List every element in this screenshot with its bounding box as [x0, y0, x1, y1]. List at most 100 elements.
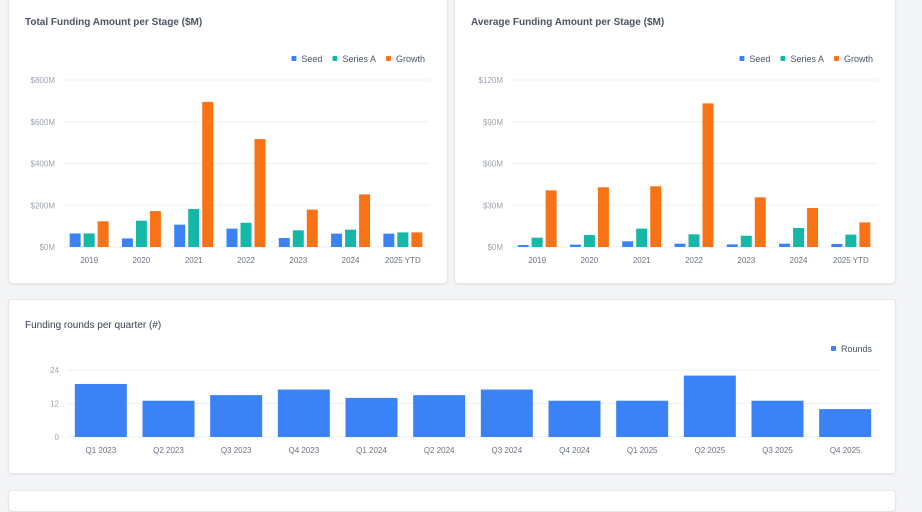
bar-series-a	[83, 233, 95, 247]
legend-swatch	[833, 56, 839, 61]
y-tick-label: $400M	[31, 160, 56, 169]
bar-series-a	[740, 235, 752, 247]
x-tick-label: 2025 YTD	[385, 256, 421, 265]
total-funding-chart: $0M $200M $400M $600M $800M 2019 2020 2021 2022 2…	[31, 54, 429, 265]
bar-seed	[726, 244, 738, 247]
x-tick-label: 2023	[737, 256, 755, 265]
bar-growth	[807, 208, 819, 247]
bar-growth	[359, 194, 371, 247]
funding-rounds-card: Funding rounds per quarter (#) 0 12 24 Q1 2…	[8, 299, 896, 474]
bar-seed	[674, 243, 686, 247]
x-tick-label: Q4 2025	[830, 446, 861, 455]
x-tick-label: Q3 2025	[762, 446, 793, 455]
bar-series-a	[688, 234, 700, 247]
y-tick-label: 12	[50, 400, 59, 409]
x-tick-label: 2023	[289, 256, 307, 265]
bar-rounds	[74, 383, 127, 437]
x-tick-label: Q1 2023	[85, 446, 116, 455]
x-tick-label: 2021	[633, 256, 651, 265]
bar-seed	[121, 238, 133, 247]
x-tick-label: 2025 YTD	[833, 256, 869, 265]
bar-growth	[650, 186, 662, 247]
x-tick-label: 2021	[185, 256, 203, 265]
bar-seed	[383, 233, 395, 247]
legend-swatch	[291, 56, 297, 61]
x-tick-label: 2020	[581, 256, 599, 265]
x-tick-label: Q3 2023	[221, 446, 252, 455]
bar-series-a	[583, 235, 595, 247]
bar-rounds	[683, 375, 736, 437]
bar-growth	[702, 103, 714, 247]
bar-rounds	[819, 409, 872, 437]
legend-swatch	[830, 346, 836, 351]
legend-label: Growth	[396, 54, 425, 64]
bar-growth	[149, 211, 161, 247]
funding-rounds-chart: 0 12 24 Q1 2023 Q2 2023 Q3 2023 Q4 2023 Q1 2024…	[50, 344, 879, 455]
x-tick-label: Q2 2025	[694, 446, 725, 455]
bar-growth	[254, 139, 266, 247]
bar-series-a	[397, 232, 409, 247]
x-tick-label: Q2 2024	[424, 446, 455, 455]
y-tick-label: 0	[55, 433, 60, 442]
bar-seed	[174, 224, 186, 247]
x-tick-label: Q4 2023	[288, 446, 319, 455]
bar-series-a	[793, 227, 805, 247]
x-tick-label: 2024	[790, 256, 808, 265]
legend-label: Growth	[844, 54, 873, 64]
bar-rounds	[616, 400, 669, 437]
bar-rounds	[548, 400, 601, 437]
bar-series-a	[531, 237, 543, 247]
legend-label: Seed	[301, 54, 322, 64]
bar-series-a	[845, 234, 857, 247]
legend-swatch	[780, 56, 786, 61]
bar-growth	[202, 101, 214, 247]
y-tick-label: $800M	[31, 76, 56, 85]
y-tick-label: 24	[50, 366, 59, 375]
x-tick-label: 2020	[133, 256, 151, 265]
chart-title: Funding rounds per quarter (#)	[25, 320, 162, 331]
y-tick-label: $200M	[31, 201, 56, 210]
x-tick-label: 2022	[685, 256, 703, 265]
legend-swatch	[739, 56, 745, 61]
bar-seed	[517, 245, 529, 247]
y-tick-label: $0M	[487, 243, 503, 252]
bar-seed	[622, 241, 634, 247]
y-tick-label: $120M	[479, 76, 504, 85]
y-tick-label: $90M	[483, 118, 503, 127]
bar-series-a	[345, 229, 357, 247]
bar-growth	[306, 209, 318, 247]
x-tick-label: 2024	[342, 256, 360, 265]
bar-seed	[278, 238, 290, 247]
legend-label: Series A	[790, 54, 824, 64]
bar-rounds	[277, 389, 330, 437]
bar-growth	[859, 222, 871, 247]
y-tick-label: $60M	[483, 160, 503, 169]
bar-series-a	[188, 209, 200, 247]
next-card	[8, 490, 896, 512]
bar-growth	[754, 197, 766, 247]
bar-series-a	[636, 228, 648, 247]
bar-rounds	[345, 397, 398, 437]
x-tick-label: Q1 2025	[627, 446, 658, 455]
x-tick-label: Q4 2024	[559, 446, 590, 455]
y-tick-label: $0M	[39, 243, 55, 252]
y-tick-label: $600M	[31, 118, 56, 127]
total-funding-card: Total Funding Amount per Stage ($M) $0M $…	[8, 0, 448, 284]
x-tick-label: 2019	[80, 256, 98, 265]
bar-rounds	[142, 400, 195, 437]
bar-growth	[97, 221, 109, 247]
bar-series-a	[240, 222, 252, 247]
chart-title: Average Funding Amount per Stage ($M)	[471, 17, 665, 28]
legend-label: Rounds	[841, 344, 873, 354]
bar-seed	[331, 233, 343, 247]
x-tick-label: Q3 2024	[491, 446, 522, 455]
bar-seed	[69, 233, 81, 247]
legend-label: Seed	[749, 54, 770, 64]
bar-series-a	[135, 220, 147, 247]
bar-seed	[831, 243, 843, 247]
legend-label: Series A	[342, 54, 376, 64]
average-funding-card: Average Funding Amount per Stage ($M) $0…	[454, 0, 896, 284]
chart-title: Total Funding Amount per Stage ($M)	[25, 17, 203, 28]
bar-rounds	[751, 400, 804, 437]
legend-swatch	[385, 56, 391, 61]
